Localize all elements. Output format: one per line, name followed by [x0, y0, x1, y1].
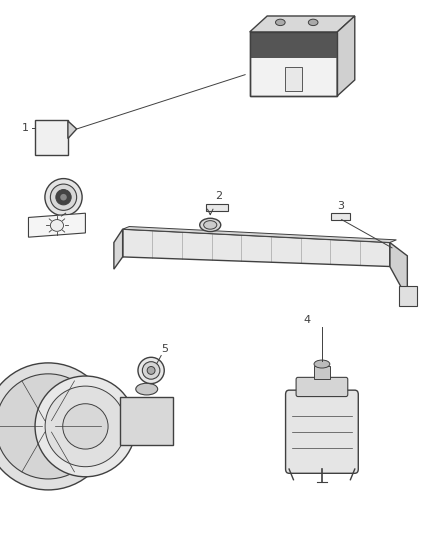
- Text: 2: 2: [215, 191, 223, 201]
- Polygon shape: [390, 243, 407, 298]
- Ellipse shape: [56, 190, 71, 205]
- Polygon shape: [123, 229, 390, 266]
- FancyBboxPatch shape: [286, 390, 358, 473]
- FancyBboxPatch shape: [296, 377, 348, 397]
- FancyBboxPatch shape: [120, 397, 173, 445]
- Ellipse shape: [45, 386, 126, 467]
- Ellipse shape: [204, 221, 217, 229]
- Polygon shape: [114, 229, 123, 269]
- Ellipse shape: [314, 360, 330, 368]
- Polygon shape: [123, 227, 396, 243]
- Polygon shape: [28, 213, 85, 237]
- Ellipse shape: [200, 219, 221, 232]
- Polygon shape: [250, 16, 355, 32]
- Text: 1: 1: [21, 123, 28, 133]
- Ellipse shape: [63, 403, 108, 449]
- Ellipse shape: [60, 194, 67, 200]
- FancyBboxPatch shape: [250, 32, 337, 96]
- Ellipse shape: [0, 363, 112, 490]
- FancyBboxPatch shape: [399, 286, 417, 306]
- Ellipse shape: [308, 19, 318, 26]
- Ellipse shape: [136, 383, 158, 395]
- Polygon shape: [206, 204, 228, 211]
- FancyBboxPatch shape: [285, 67, 302, 91]
- Ellipse shape: [0, 374, 101, 479]
- FancyBboxPatch shape: [250, 32, 337, 58]
- Polygon shape: [331, 213, 350, 220]
- Ellipse shape: [35, 376, 136, 477]
- FancyBboxPatch shape: [35, 120, 68, 155]
- Text: 4: 4: [303, 315, 310, 325]
- Ellipse shape: [45, 179, 82, 216]
- Polygon shape: [337, 16, 355, 96]
- Text: 3: 3: [337, 200, 344, 211]
- Ellipse shape: [276, 19, 285, 26]
- Polygon shape: [68, 121, 77, 139]
- Ellipse shape: [142, 362, 160, 379]
- Ellipse shape: [50, 184, 77, 211]
- FancyBboxPatch shape: [314, 366, 330, 379]
- Text: 5: 5: [161, 344, 168, 354]
- Ellipse shape: [147, 367, 155, 374]
- Ellipse shape: [50, 220, 64, 231]
- Ellipse shape: [138, 357, 164, 384]
